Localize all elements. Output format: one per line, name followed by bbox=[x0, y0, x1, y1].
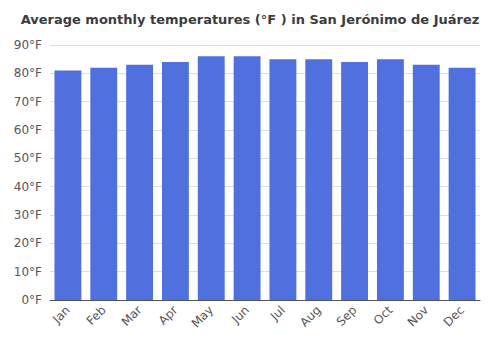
svg-text:30°F: 30°F bbox=[14, 208, 42, 222]
svg-text:Feb: Feb bbox=[84, 303, 109, 328]
svg-text:Jan: Jan bbox=[49, 303, 73, 327]
svg-text:50°F: 50°F bbox=[14, 151, 42, 165]
svg-text:Oct: Oct bbox=[371, 303, 396, 328]
svg-text:Jul: Jul bbox=[267, 303, 288, 324]
svg-text:90°F: 90°F bbox=[14, 38, 42, 52]
svg-text:Aug: Aug bbox=[297, 303, 323, 329]
svg-text:May: May bbox=[189, 303, 216, 330]
svg-text:Jun: Jun bbox=[228, 303, 252, 327]
svg-text:80°F: 80°F bbox=[14, 66, 42, 80]
svg-text:70°F: 70°F bbox=[14, 95, 42, 109]
svg-text:40°F: 40°F bbox=[14, 180, 42, 194]
svg-text:60°F: 60°F bbox=[14, 123, 42, 137]
svg-text:Apr: Apr bbox=[156, 303, 181, 328]
svg-text:Sep: Sep bbox=[334, 303, 360, 329]
svg-text:Dec: Dec bbox=[441, 303, 467, 329]
svg-text:Mar: Mar bbox=[119, 303, 145, 329]
svg-text:0°F: 0°F bbox=[21, 293, 42, 307]
svg-text:Nov: Nov bbox=[405, 303, 431, 329]
svg-text:20°F: 20°F bbox=[14, 236, 42, 250]
svg-text:10°F: 10°F bbox=[14, 265, 42, 279]
svg-text:Average monthly temperatures (: Average monthly temperatures (°F ) in Sa… bbox=[21, 12, 480, 27]
